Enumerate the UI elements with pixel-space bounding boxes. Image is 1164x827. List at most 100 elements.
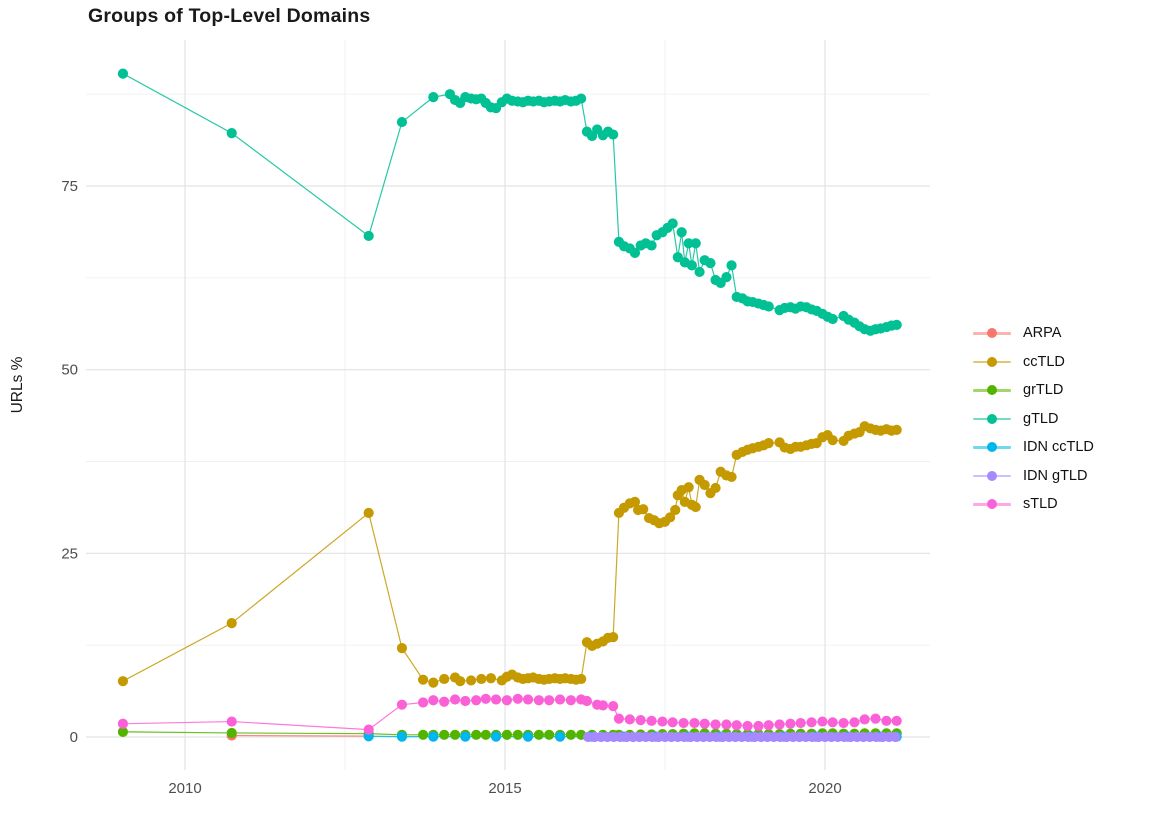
series-point-grtld <box>512 729 523 740</box>
series-point-stld <box>581 695 593 707</box>
series-point-cctld <box>665 512 676 523</box>
legend-item-cctld: ccTLD <box>973 348 1094 377</box>
legend-key-icon <box>973 354 1011 370</box>
series-point-stld <box>678 717 689 729</box>
series-point-gtld <box>646 240 657 251</box>
legend-item-stld: sTLD <box>973 490 1094 519</box>
legend-item-idn-gtld: IDN gTLD <box>973 462 1094 491</box>
series-point-stld <box>827 717 838 728</box>
series-point-stld <box>460 695 471 707</box>
series-point-cctld <box>226 618 237 629</box>
series-point-stld <box>490 694 502 705</box>
series-point-stld <box>667 717 678 728</box>
series-point-grtld <box>417 729 429 740</box>
series-line-cctld <box>122 425 897 684</box>
legend-item-grtld: grTLD <box>973 376 1094 405</box>
legend-key-icon <box>973 325 1011 341</box>
series-point-stld <box>635 715 646 726</box>
series-point-gtld <box>891 319 902 330</box>
series-point-idn-cctld <box>396 731 408 742</box>
series-point-grtld <box>471 729 482 740</box>
series-point-idn-cctld <box>460 731 471 742</box>
series-point-cctld <box>417 674 429 685</box>
series-point-stld <box>512 693 523 704</box>
series-point-stld <box>544 695 555 706</box>
series-point-gtld <box>694 266 705 278</box>
series-point-gtld <box>676 227 687 238</box>
series-point-stld <box>774 719 785 730</box>
series-point-stld <box>881 715 892 726</box>
series-point-cctld <box>763 438 774 449</box>
x-tick-label: 2010 <box>168 780 201 797</box>
series-point-grtld <box>544 729 555 740</box>
legend-key-dot <box>987 356 997 367</box>
series-point-gtld <box>726 260 737 271</box>
series-point-grtld <box>480 729 491 740</box>
series-point-stld <box>613 713 625 724</box>
series-point-stld <box>226 716 237 727</box>
series-point-gtld <box>683 238 694 249</box>
y-tick-label: 25 <box>61 545 78 562</box>
series-point-stld <box>699 718 710 729</box>
series-point-stld <box>428 695 439 706</box>
series-point-gtld <box>428 92 439 103</box>
series-point-stld <box>870 713 881 724</box>
legend-label: ARPA <box>1023 325 1062 342</box>
series-point-stld <box>795 717 806 729</box>
legend-key-icon <box>973 439 1011 455</box>
series-point-cctld <box>363 507 374 519</box>
series-point-cctld <box>670 504 681 516</box>
series-point-stld <box>471 695 482 706</box>
series-point-stld <box>501 695 513 706</box>
chart-title: Groups of Top-Level Domains <box>88 5 371 27</box>
series-point-stld <box>689 717 700 729</box>
series-point-cctld <box>396 643 408 654</box>
series-point-gtld <box>705 258 716 269</box>
legend-key-dot <box>987 499 997 510</box>
series-point-gtld <box>672 252 683 263</box>
series-point-cctld <box>827 435 838 446</box>
series-line-gtld <box>122 73 897 332</box>
series-point-cctld <box>465 675 477 686</box>
series-point-idn-cctld <box>490 731 502 742</box>
series-point-cctld <box>699 479 710 491</box>
series-point-gtld <box>117 68 129 79</box>
y-tick-label: 50 <box>61 362 78 379</box>
legend-label: grTLD <box>1023 382 1064 399</box>
legend-key-dot <box>987 470 997 481</box>
series-point-stld <box>710 719 721 730</box>
series-point-gtld <box>667 218 678 229</box>
series-point-cctld <box>726 471 737 483</box>
legend-label: sTLD <box>1023 496 1058 513</box>
legend-label: ccTLD <box>1023 353 1065 370</box>
legend-key-dot <box>987 328 997 339</box>
series-point-cctld <box>710 482 721 494</box>
series-point-cctld <box>638 504 649 515</box>
series-point-gtld <box>226 128 237 139</box>
series-point-stld <box>522 694 534 705</box>
series-point-stld <box>449 694 461 705</box>
series-point-gtld <box>763 301 774 312</box>
series-point-stld <box>849 717 860 728</box>
series-point-stld <box>624 714 635 725</box>
series-point-grtld <box>117 726 129 737</box>
series-point-cctld <box>629 496 641 508</box>
series-point-grtld <box>501 729 513 740</box>
series-point-cctld <box>428 677 439 688</box>
series-point-gtld <box>396 116 408 128</box>
series-point-cctld <box>690 501 701 513</box>
series-point-idn-cctld <box>554 731 566 742</box>
series-point-stld <box>554 694 566 705</box>
series-point-cctld <box>891 424 902 436</box>
series-point-cctld <box>476 673 487 685</box>
series-point-stld <box>608 701 619 712</box>
legend-item-gtld: gTLD <box>973 405 1094 434</box>
series-point-stld <box>363 724 374 735</box>
x-tick-label: 2020 <box>808 780 841 797</box>
series-point-stld <box>721 719 732 730</box>
series-point-gtld <box>363 230 374 242</box>
series-point-stld <box>657 716 668 727</box>
series-point-cctld <box>683 482 694 493</box>
